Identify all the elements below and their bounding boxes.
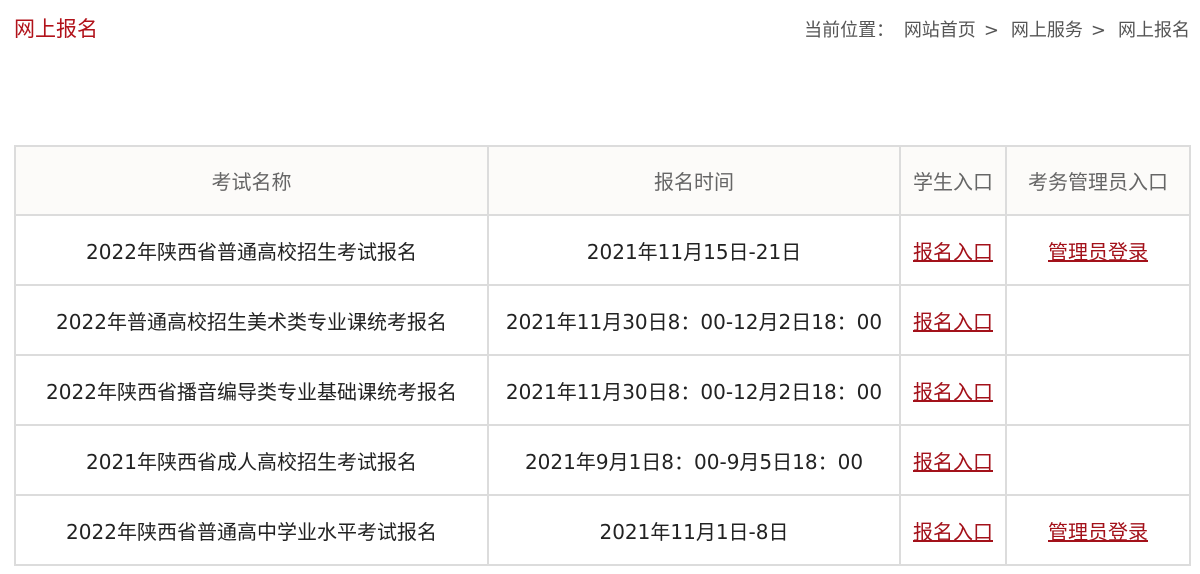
student-entry-link[interactable]: 报名入口 [913, 239, 993, 264]
student-entry-link[interactable]: 报名入口 [913, 379, 993, 404]
student-entry-link[interactable]: 报名入口 [913, 309, 993, 334]
header-admin-entry: 考务管理员入口 [1005, 145, 1191, 216]
student-entry-link[interactable]: 报名入口 [913, 449, 993, 474]
student-entry-cell: 报名入口 [899, 494, 1007, 566]
student-entry-cell: 报名入口 [899, 424, 1007, 496]
registration-table: 考试名称 报名时间 学生入口 考务管理员入口 2022年陕西省普通高校招生考试报… [14, 145, 1191, 566]
breadcrumb-services[interactable]: 网上服务 [1010, 20, 1083, 41]
table-row: 2021年陕西省成人高校招生考试报名 2021年9月1日8：00-9月5日18：… [14, 424, 1191, 496]
exam-name: 2022年陕西省普通高中学业水平考试报名 [14, 494, 489, 566]
table-row: 2022年普通高校招生美术类专业课统考报名 2021年11月30日8：00-12… [14, 284, 1191, 356]
registration-time: 2021年11月1日-8日 [487, 494, 901, 566]
registration-time: 2021年9月1日8：00-9月5日18：00 [487, 424, 901, 496]
admin-login-link[interactable]: 管理员登录 [1048, 519, 1148, 544]
table-row: 2022年陕西省普通高中学业水平考试报名 2021年11月1日-8日 报名入口 … [14, 494, 1191, 566]
registration-time: 2021年11月15日-21日 [487, 214, 901, 286]
admin-entry-cell [1005, 284, 1191, 356]
registration-time: 2021年11月30日8：00-12月2日18：00 [487, 354, 901, 426]
breadcrumb: 当前位置： 网站首页 > 网上服务 > 网上报名 [800, 16, 1190, 42]
registration-time: 2021年11月30日8：00-12月2日18：00 [487, 284, 901, 356]
student-entry-cell: 报名入口 [899, 354, 1007, 426]
admin-entry-cell [1005, 424, 1191, 496]
exam-name: 2022年陕西省播音编导类专业基础课统考报名 [14, 354, 489, 426]
header-exam-name: 考试名称 [14, 145, 489, 216]
page-title: 网上报名 [14, 17, 98, 41]
student-entry-cell: 报名入口 [899, 214, 1007, 286]
breadcrumb-label: 当前位置： [804, 20, 895, 41]
header-registration-time: 报名时间 [487, 145, 901, 216]
admin-entry-cell: 管理员登录 [1005, 214, 1191, 286]
breadcrumb-separator: > [983, 20, 999, 41]
exam-name: 2021年陕西省成人高校招生考试报名 [14, 424, 489, 496]
exam-name: 2022年普通高校招生美术类专业课统考报名 [14, 284, 489, 356]
admin-login-link[interactable]: 管理员登录 [1048, 239, 1148, 264]
student-entry-cell: 报名入口 [899, 284, 1007, 356]
breadcrumb-separator: > [1090, 20, 1106, 41]
admin-entry-cell [1005, 354, 1191, 426]
exam-name: 2022年陕西省普通高校招生考试报名 [14, 214, 489, 286]
admin-entry-cell: 管理员登录 [1005, 494, 1191, 566]
student-entry-link[interactable]: 报名入口 [913, 519, 993, 544]
table-row: 2022年陕西省播音编导类专业基础课统考报名 2021年11月30日8：00-1… [14, 354, 1191, 426]
breadcrumb-home[interactable]: 网站首页 [903, 20, 976, 41]
breadcrumb-current[interactable]: 网上报名 [1118, 20, 1190, 41]
header-student-entry: 学生入口 [899, 145, 1007, 216]
table-row: 2022年陕西省普通高校招生考试报名 2021年11月15日-21日 报名入口 … [14, 214, 1191, 286]
table-header: 考试名称 报名时间 学生入口 考务管理员入口 [14, 145, 1191, 216]
